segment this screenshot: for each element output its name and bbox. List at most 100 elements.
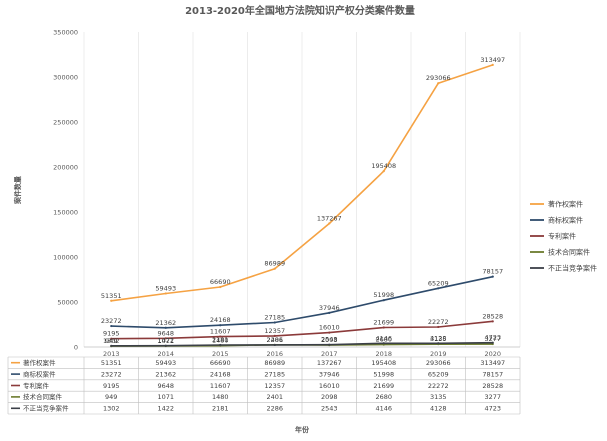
legend-label: 不正当竞争案件 [548, 264, 597, 273]
data-point [328, 343, 331, 346]
y-tick-label: 100000 [53, 254, 78, 262]
data-label: 24168 [210, 316, 231, 324]
data-point [164, 344, 167, 347]
data-point [110, 344, 113, 347]
data-label: 9195 [103, 330, 120, 338]
data-point [382, 342, 385, 345]
series-line-5 [111, 341, 493, 347]
data-label: 2286 [266, 336, 283, 344]
data-point [219, 285, 222, 289]
table-cell: 28528 [482, 382, 503, 390]
x-tick-label: 2017 [321, 350, 338, 358]
x-tick-label: 2020 [484, 350, 501, 358]
data-label: 21362 [155, 319, 176, 327]
data-label: 293066 [426, 74, 451, 82]
data-label: 195408 [371, 162, 396, 170]
data-label: 4723 [484, 334, 501, 342]
data-label: 2181 [212, 336, 229, 344]
table-cell: 23272 [101, 370, 122, 378]
data-point [491, 63, 494, 66]
y-axis-title: 案件数量 [13, 176, 22, 204]
table-cell: 195408 [371, 359, 396, 367]
data-label: 4146 [375, 334, 392, 342]
table-cell: 2401 [266, 393, 283, 401]
data-label: 22272 [428, 318, 449, 326]
series-line-2 [111, 275, 493, 329]
table-cell: 2181 [212, 405, 229, 413]
table-cell: 59493 [155, 359, 176, 367]
data-point [110, 299, 113, 302]
legend-label: 专利案件 [548, 232, 576, 241]
data-point [273, 321, 276, 324]
x-tick-label: 2016 [266, 350, 283, 358]
y-tick-label: 350000 [53, 29, 78, 37]
data-label: 3277 [484, 335, 501, 343]
data-point [164, 337, 167, 340]
table-cell: 313497 [480, 359, 505, 367]
data-label: 949 [105, 337, 117, 345]
data-label: 4128 [430, 334, 447, 342]
table-cell: 37946 [319, 370, 340, 378]
data-point [437, 82, 440, 85]
data-table: 著作权案件 51351 59493 66690 86989 137267 195408 293… [7, 356, 521, 415]
series-line-1 [111, 64, 494, 302]
data-label: 86989 [264, 260, 285, 268]
data-label: 2543 [321, 336, 338, 344]
data-label: 3135 [430, 335, 447, 343]
table-cell: 66690 [210, 359, 231, 367]
data-point [491, 320, 494, 323]
data-point [328, 331, 331, 334]
data-label-layer: 51351 59493 66690 86989 137267 195408 293066 31… [101, 56, 505, 345]
data-label: 2401 [266, 336, 283, 344]
data-label: 313497 [480, 56, 505, 64]
y-tick-label: 150000 [53, 209, 78, 217]
table-cell: 51351 [101, 359, 122, 367]
x-tick-label: 2014 [157, 350, 174, 358]
table-cell: 9195 [103, 382, 120, 390]
table-cell: 4723 [484, 405, 501, 413]
table-series-name: 不正当竞争案件 [23, 404, 69, 413]
table-cell: 24168 [210, 370, 231, 378]
table-series-name: 专利案件 [23, 381, 50, 390]
data-point [273, 334, 276, 337]
data-point [273, 267, 276, 270]
data-label: 12357 [264, 327, 285, 335]
x-tick-label: 2015 [212, 350, 229, 358]
data-label: 1071 [157, 337, 174, 345]
x-tick-label: 2018 [375, 350, 392, 358]
table-cell: 78157 [482, 370, 503, 378]
table-cell: 16010 [319, 382, 340, 390]
data-point [219, 324, 222, 327]
data-label: 23272 [101, 317, 122, 325]
table-cell: 1480 [212, 393, 229, 401]
table-cell: 949 [105, 393, 117, 401]
table-cell: 1071 [157, 393, 174, 401]
table-cell: 1302 [103, 405, 120, 413]
table-cell: 293066 [426, 359, 451, 367]
table-cell: 2286 [266, 405, 283, 413]
table-cell: 86989 [264, 359, 285, 367]
data-point [219, 335, 222, 338]
data-point [437, 287, 440, 290]
table-cell: 4128 [430, 405, 447, 413]
table-cell: 51998 [373, 370, 394, 378]
data-label: 27185 [264, 314, 285, 322]
data-point [328, 222, 331, 225]
data-label: 2680 [375, 336, 392, 344]
table-series-name: 技术合同案件 [23, 392, 63, 401]
chart-title: 2013-2020年全国地方法院知识产权分类案件数量 [185, 4, 415, 17]
y-tick-label: 200000 [53, 164, 78, 172]
y-tick-label: 250000 [53, 119, 78, 127]
table-cell: 3277 [484, 393, 501, 401]
table-cell: 137267 [317, 359, 342, 367]
legend-label: 技术合同案件 [548, 248, 590, 257]
data-label: 16010 [319, 324, 340, 332]
series-line-3 [111, 320, 493, 340]
data-label: 1302 [103, 337, 120, 345]
table-cell: 3135 [430, 393, 447, 401]
y-tick-label: 0 [74, 344, 78, 352]
data-point [164, 326, 167, 329]
